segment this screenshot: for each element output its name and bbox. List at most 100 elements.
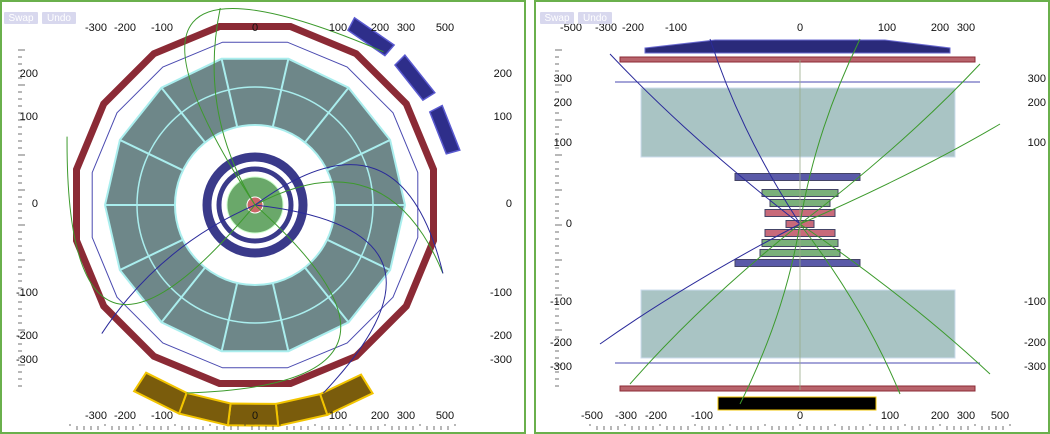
tracker-layer [734, 259, 861, 267]
track [799, 38, 861, 225]
bottom-axis-label: 100 [881, 410, 899, 422]
calorimeter [640, 87, 956, 158]
button-label: Undo [47, 13, 71, 24]
track [599, 223, 801, 345]
bottom-axis-label: -100 [691, 410, 713, 422]
button-bg [578, 12, 612, 24]
track [186, 204, 342, 394]
cell-divider [220, 282, 239, 352]
track [66, 136, 256, 305]
track [709, 38, 801, 225]
left-axis-label: 100 [554, 137, 572, 149]
tracker-outer [202, 152, 308, 258]
cell-divider [271, 58, 290, 128]
bottom-axis-label: 200 [371, 410, 389, 422]
top-axis-label: 300 [957, 22, 975, 34]
bottom-axis-label: -200 [114, 410, 136, 422]
left-axis-label: -300 [550, 361, 572, 373]
cell-divider [119, 139, 184, 172]
toolbar-button[interactable]: Swap [540, 12, 574, 24]
bottom-axis-label: 0 [797, 410, 803, 422]
bottom-axis-label: 300 [957, 410, 975, 422]
cell-divider [220, 58, 239, 128]
track [254, 204, 387, 394]
left-axis-label: -300 [16, 354, 38, 366]
axis-labels: -300 -200 -100 0 100 200 300 500 -300 -200 -100 0 10… [16, 22, 1046, 422]
top-axis-label: -500 [560, 22, 582, 34]
bottom-axis-label: -200 [645, 410, 667, 422]
right-axis-label: -200 [490, 330, 512, 342]
toolbar-button[interactable]: Swap [4, 12, 38, 24]
muon-chamber [393, 53, 436, 102]
track [184, 8, 384, 206]
left-axis-label: 100 [20, 111, 38, 123]
longitudinal-view [599, 38, 1001, 411]
muon-bar [619, 56, 976, 63]
right-axis-label: 0 [506, 198, 512, 210]
left-axis-label: 0 [566, 218, 572, 230]
button-label: Undo [583, 13, 607, 24]
top-axis-label: -200 [622, 22, 644, 34]
track [799, 223, 991, 375]
button-bg [42, 12, 76, 24]
button-label: Swap [8, 13, 33, 24]
left-axis-label: 200 [20, 68, 38, 80]
right-axis-label: -300 [490, 354, 512, 366]
outer-ring [73, 23, 437, 387]
top-axis-label: 300 [397, 22, 415, 34]
cell-divider [119, 238, 184, 271]
top-axis-label: -200 [114, 22, 136, 34]
cell-divider [271, 282, 290, 352]
left-axis-label: -100 [16, 287, 38, 299]
track [739, 223, 801, 405]
bottom-axis-label: 300 [397, 410, 415, 422]
top-axis-label: 200 [371, 22, 389, 34]
cell-divider [304, 87, 350, 144]
top-axis-label: -100 [665, 22, 687, 34]
right-axis-label: 200 [494, 68, 512, 80]
right-axis-label: 200 [1028, 97, 1046, 109]
button-bg [4, 12, 38, 24]
top-axis-label: 0 [252, 22, 258, 34]
endcap-segment [132, 371, 188, 415]
top-axis-label: 200 [931, 22, 949, 34]
right-axis-label: -300 [1024, 361, 1046, 373]
top-axis-label: 0 [797, 22, 803, 34]
left-axis-label: -200 [16, 330, 38, 342]
track [101, 204, 256, 334]
cell-divider [304, 266, 350, 323]
track [799, 123, 1001, 225]
muon-boundary [91, 41, 419, 369]
right-axis-label: -100 [490, 287, 512, 299]
right-axis-label: 300 [1028, 73, 1046, 85]
bottom-axis-label: -500 [581, 410, 603, 422]
toolbar-button[interactable]: Undo [578, 12, 612, 24]
cell-ring [136, 86, 374, 324]
toolbar-button[interactable]: Undo [42, 12, 76, 24]
muon-chamber [428, 104, 461, 155]
bottom-axis-label: 500 [436, 410, 454, 422]
bottom-axis-label: -300 [85, 410, 107, 422]
transverse-view [66, 7, 461, 428]
bottom-axis-label: 500 [991, 410, 1009, 422]
tracker-layer [734, 173, 861, 181]
bottom-axis-label: -100 [151, 410, 173, 422]
left-axis-label: 0 [32, 198, 38, 210]
button-label: Swap [544, 13, 569, 24]
top-chamber [644, 39, 951, 54]
track [799, 223, 901, 395]
track [609, 53, 801, 225]
muon-bar [619, 385, 976, 392]
track [254, 181, 444, 274]
top-axis-label: 100 [878, 22, 896, 34]
bottom-axis-label: 200 [931, 410, 949, 422]
forward-block [717, 396, 877, 411]
bottom-axis-label: -300 [615, 410, 637, 422]
bottom-axis-label: 100 [329, 410, 347, 422]
cell-divider [160, 266, 206, 323]
left-axis-label: -200 [550, 337, 572, 349]
right-axis-label: -200 [1024, 337, 1046, 349]
cell-divider [326, 238, 391, 271]
top-axis-label: -300 [85, 22, 107, 34]
